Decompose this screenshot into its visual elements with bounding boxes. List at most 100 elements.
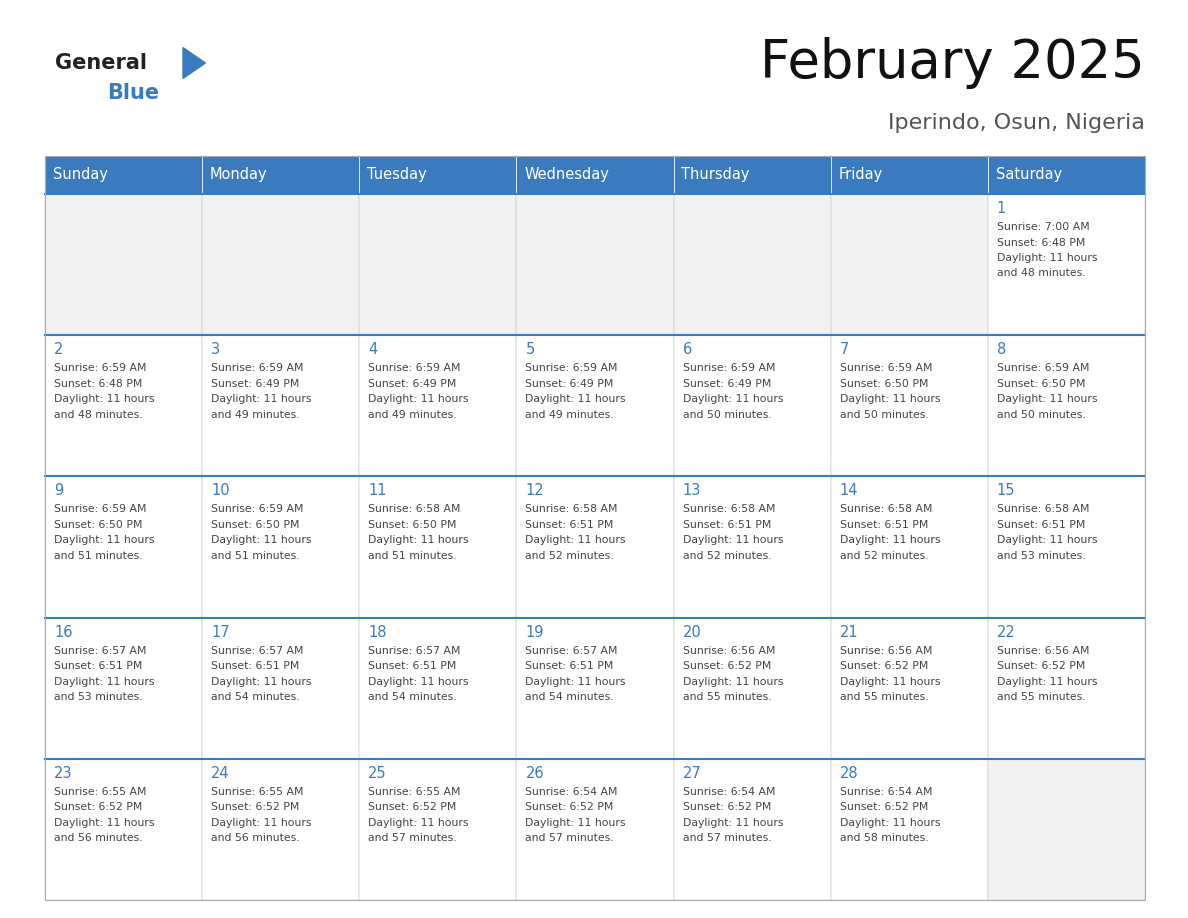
- Text: Sunrise: 6:58 AM: Sunrise: 6:58 AM: [840, 504, 933, 514]
- Text: Friday: Friday: [839, 167, 883, 183]
- Text: Daylight: 11 hours: Daylight: 11 hours: [53, 394, 154, 404]
- Bar: [830, 476, 988, 618]
- Text: Daylight: 11 hours: Daylight: 11 hours: [368, 818, 469, 828]
- Text: Sunset: 6:50 PM: Sunset: 6:50 PM: [211, 520, 299, 530]
- Text: and 53 minutes.: and 53 minutes.: [53, 692, 143, 702]
- Bar: [517, 618, 674, 759]
- Text: Sunset: 6:50 PM: Sunset: 6:50 PM: [368, 520, 456, 530]
- Text: Sunrise: 6:55 AM: Sunrise: 6:55 AM: [211, 787, 304, 797]
- Text: and 49 minutes.: and 49 minutes.: [211, 409, 299, 420]
- Text: Daylight: 11 hours: Daylight: 11 hours: [368, 535, 469, 545]
- Text: Daylight: 11 hours: Daylight: 11 hours: [997, 253, 1098, 263]
- Text: Sunset: 6:51 PM: Sunset: 6:51 PM: [53, 661, 143, 671]
- Text: Sunset: 6:50 PM: Sunset: 6:50 PM: [840, 379, 928, 388]
- Text: and 52 minutes.: and 52 minutes.: [525, 551, 614, 561]
- Text: 13: 13: [683, 484, 701, 498]
- Text: Sunrise: 7:00 AM: Sunrise: 7:00 AM: [997, 222, 1089, 232]
- Bar: [202, 476, 359, 618]
- Text: 8: 8: [997, 342, 1006, 357]
- Text: 9: 9: [53, 484, 63, 498]
- Bar: [45, 618, 202, 759]
- Text: and 51 minutes.: and 51 minutes.: [53, 551, 143, 561]
- Text: and 56 minutes.: and 56 minutes.: [53, 834, 143, 844]
- Text: Sunset: 6:52 PM: Sunset: 6:52 PM: [525, 802, 614, 812]
- Text: and 48 minutes.: and 48 minutes.: [997, 268, 1086, 278]
- Bar: [674, 618, 830, 759]
- Text: 7: 7: [840, 342, 849, 357]
- Text: and 57 minutes.: and 57 minutes.: [525, 834, 614, 844]
- Text: Sunrise: 6:54 AM: Sunrise: 6:54 AM: [525, 787, 618, 797]
- Text: Sunrise: 6:58 AM: Sunrise: 6:58 AM: [525, 504, 618, 514]
- Text: and 50 minutes.: and 50 minutes.: [997, 409, 1086, 420]
- Bar: [202, 156, 359, 194]
- Bar: [674, 476, 830, 618]
- Text: Daylight: 11 hours: Daylight: 11 hours: [525, 535, 626, 545]
- Bar: [45, 759, 202, 900]
- Text: Sunset: 6:52 PM: Sunset: 6:52 PM: [53, 802, 143, 812]
- Text: Sunrise: 6:59 AM: Sunrise: 6:59 AM: [211, 364, 304, 374]
- Text: Daylight: 11 hours: Daylight: 11 hours: [683, 394, 783, 404]
- Text: Sunset: 6:52 PM: Sunset: 6:52 PM: [840, 802, 928, 812]
- Text: and 51 minutes.: and 51 minutes.: [368, 551, 457, 561]
- Text: Sunset: 6:51 PM: Sunset: 6:51 PM: [525, 661, 614, 671]
- Text: Sunrise: 6:59 AM: Sunrise: 6:59 AM: [997, 364, 1089, 374]
- Bar: [988, 194, 1145, 335]
- Text: 10: 10: [211, 484, 229, 498]
- Text: Daylight: 11 hours: Daylight: 11 hours: [997, 535, 1098, 545]
- Bar: [359, 759, 517, 900]
- Text: Daylight: 11 hours: Daylight: 11 hours: [525, 677, 626, 687]
- Bar: [202, 759, 359, 900]
- Text: Sunset: 6:51 PM: Sunset: 6:51 PM: [840, 520, 928, 530]
- Text: Daylight: 11 hours: Daylight: 11 hours: [840, 394, 940, 404]
- Bar: [674, 156, 830, 194]
- Text: and 51 minutes.: and 51 minutes.: [211, 551, 299, 561]
- Text: 11: 11: [368, 484, 387, 498]
- Text: 1: 1: [997, 201, 1006, 216]
- Text: Monday: Monday: [210, 167, 267, 183]
- Text: Sunrise: 6:59 AM: Sunrise: 6:59 AM: [683, 364, 775, 374]
- Text: Sunset: 6:52 PM: Sunset: 6:52 PM: [997, 661, 1085, 671]
- Bar: [45, 156, 1145, 900]
- Text: Daylight: 11 hours: Daylight: 11 hours: [683, 818, 783, 828]
- Bar: [45, 156, 202, 194]
- Text: General: General: [55, 53, 147, 73]
- Text: 21: 21: [840, 624, 859, 640]
- Text: Daylight: 11 hours: Daylight: 11 hours: [840, 535, 940, 545]
- Text: Sunset: 6:51 PM: Sunset: 6:51 PM: [211, 661, 299, 671]
- Bar: [359, 335, 517, 476]
- Bar: [674, 759, 830, 900]
- Text: Sunset: 6:51 PM: Sunset: 6:51 PM: [683, 520, 771, 530]
- Bar: [517, 759, 674, 900]
- Text: and 54 minutes.: and 54 minutes.: [525, 692, 614, 702]
- Bar: [45, 194, 202, 335]
- Bar: [517, 476, 674, 618]
- Bar: [359, 194, 517, 335]
- Text: and 48 minutes.: and 48 minutes.: [53, 409, 143, 420]
- Bar: [674, 194, 830, 335]
- Text: Sunrise: 6:56 AM: Sunrise: 6:56 AM: [997, 645, 1089, 655]
- Text: Sunset: 6:48 PM: Sunset: 6:48 PM: [53, 379, 143, 388]
- Bar: [988, 618, 1145, 759]
- Text: Sunset: 6:48 PM: Sunset: 6:48 PM: [997, 238, 1085, 248]
- Text: Sunset: 6:50 PM: Sunset: 6:50 PM: [997, 379, 1086, 388]
- Text: Daylight: 11 hours: Daylight: 11 hours: [997, 394, 1098, 404]
- Text: Sunset: 6:52 PM: Sunset: 6:52 PM: [683, 802, 771, 812]
- Text: Daylight: 11 hours: Daylight: 11 hours: [525, 394, 626, 404]
- Text: and 55 minutes.: and 55 minutes.: [840, 692, 928, 702]
- Text: Daylight: 11 hours: Daylight: 11 hours: [997, 677, 1098, 687]
- Text: Sunday: Sunday: [52, 167, 108, 183]
- Text: Daylight: 11 hours: Daylight: 11 hours: [840, 818, 940, 828]
- Bar: [830, 156, 988, 194]
- Text: Sunset: 6:52 PM: Sunset: 6:52 PM: [211, 802, 299, 812]
- Text: Daylight: 11 hours: Daylight: 11 hours: [211, 677, 311, 687]
- Text: and 57 minutes.: and 57 minutes.: [368, 834, 457, 844]
- Text: and 49 minutes.: and 49 minutes.: [525, 409, 614, 420]
- Text: Sunset: 6:50 PM: Sunset: 6:50 PM: [53, 520, 143, 530]
- Bar: [988, 759, 1145, 900]
- Polygon shape: [183, 48, 206, 78]
- Bar: [359, 156, 517, 194]
- Text: 2: 2: [53, 342, 63, 357]
- Text: Wednesday: Wednesday: [524, 167, 609, 183]
- Text: Sunrise: 6:59 AM: Sunrise: 6:59 AM: [53, 504, 146, 514]
- Bar: [988, 476, 1145, 618]
